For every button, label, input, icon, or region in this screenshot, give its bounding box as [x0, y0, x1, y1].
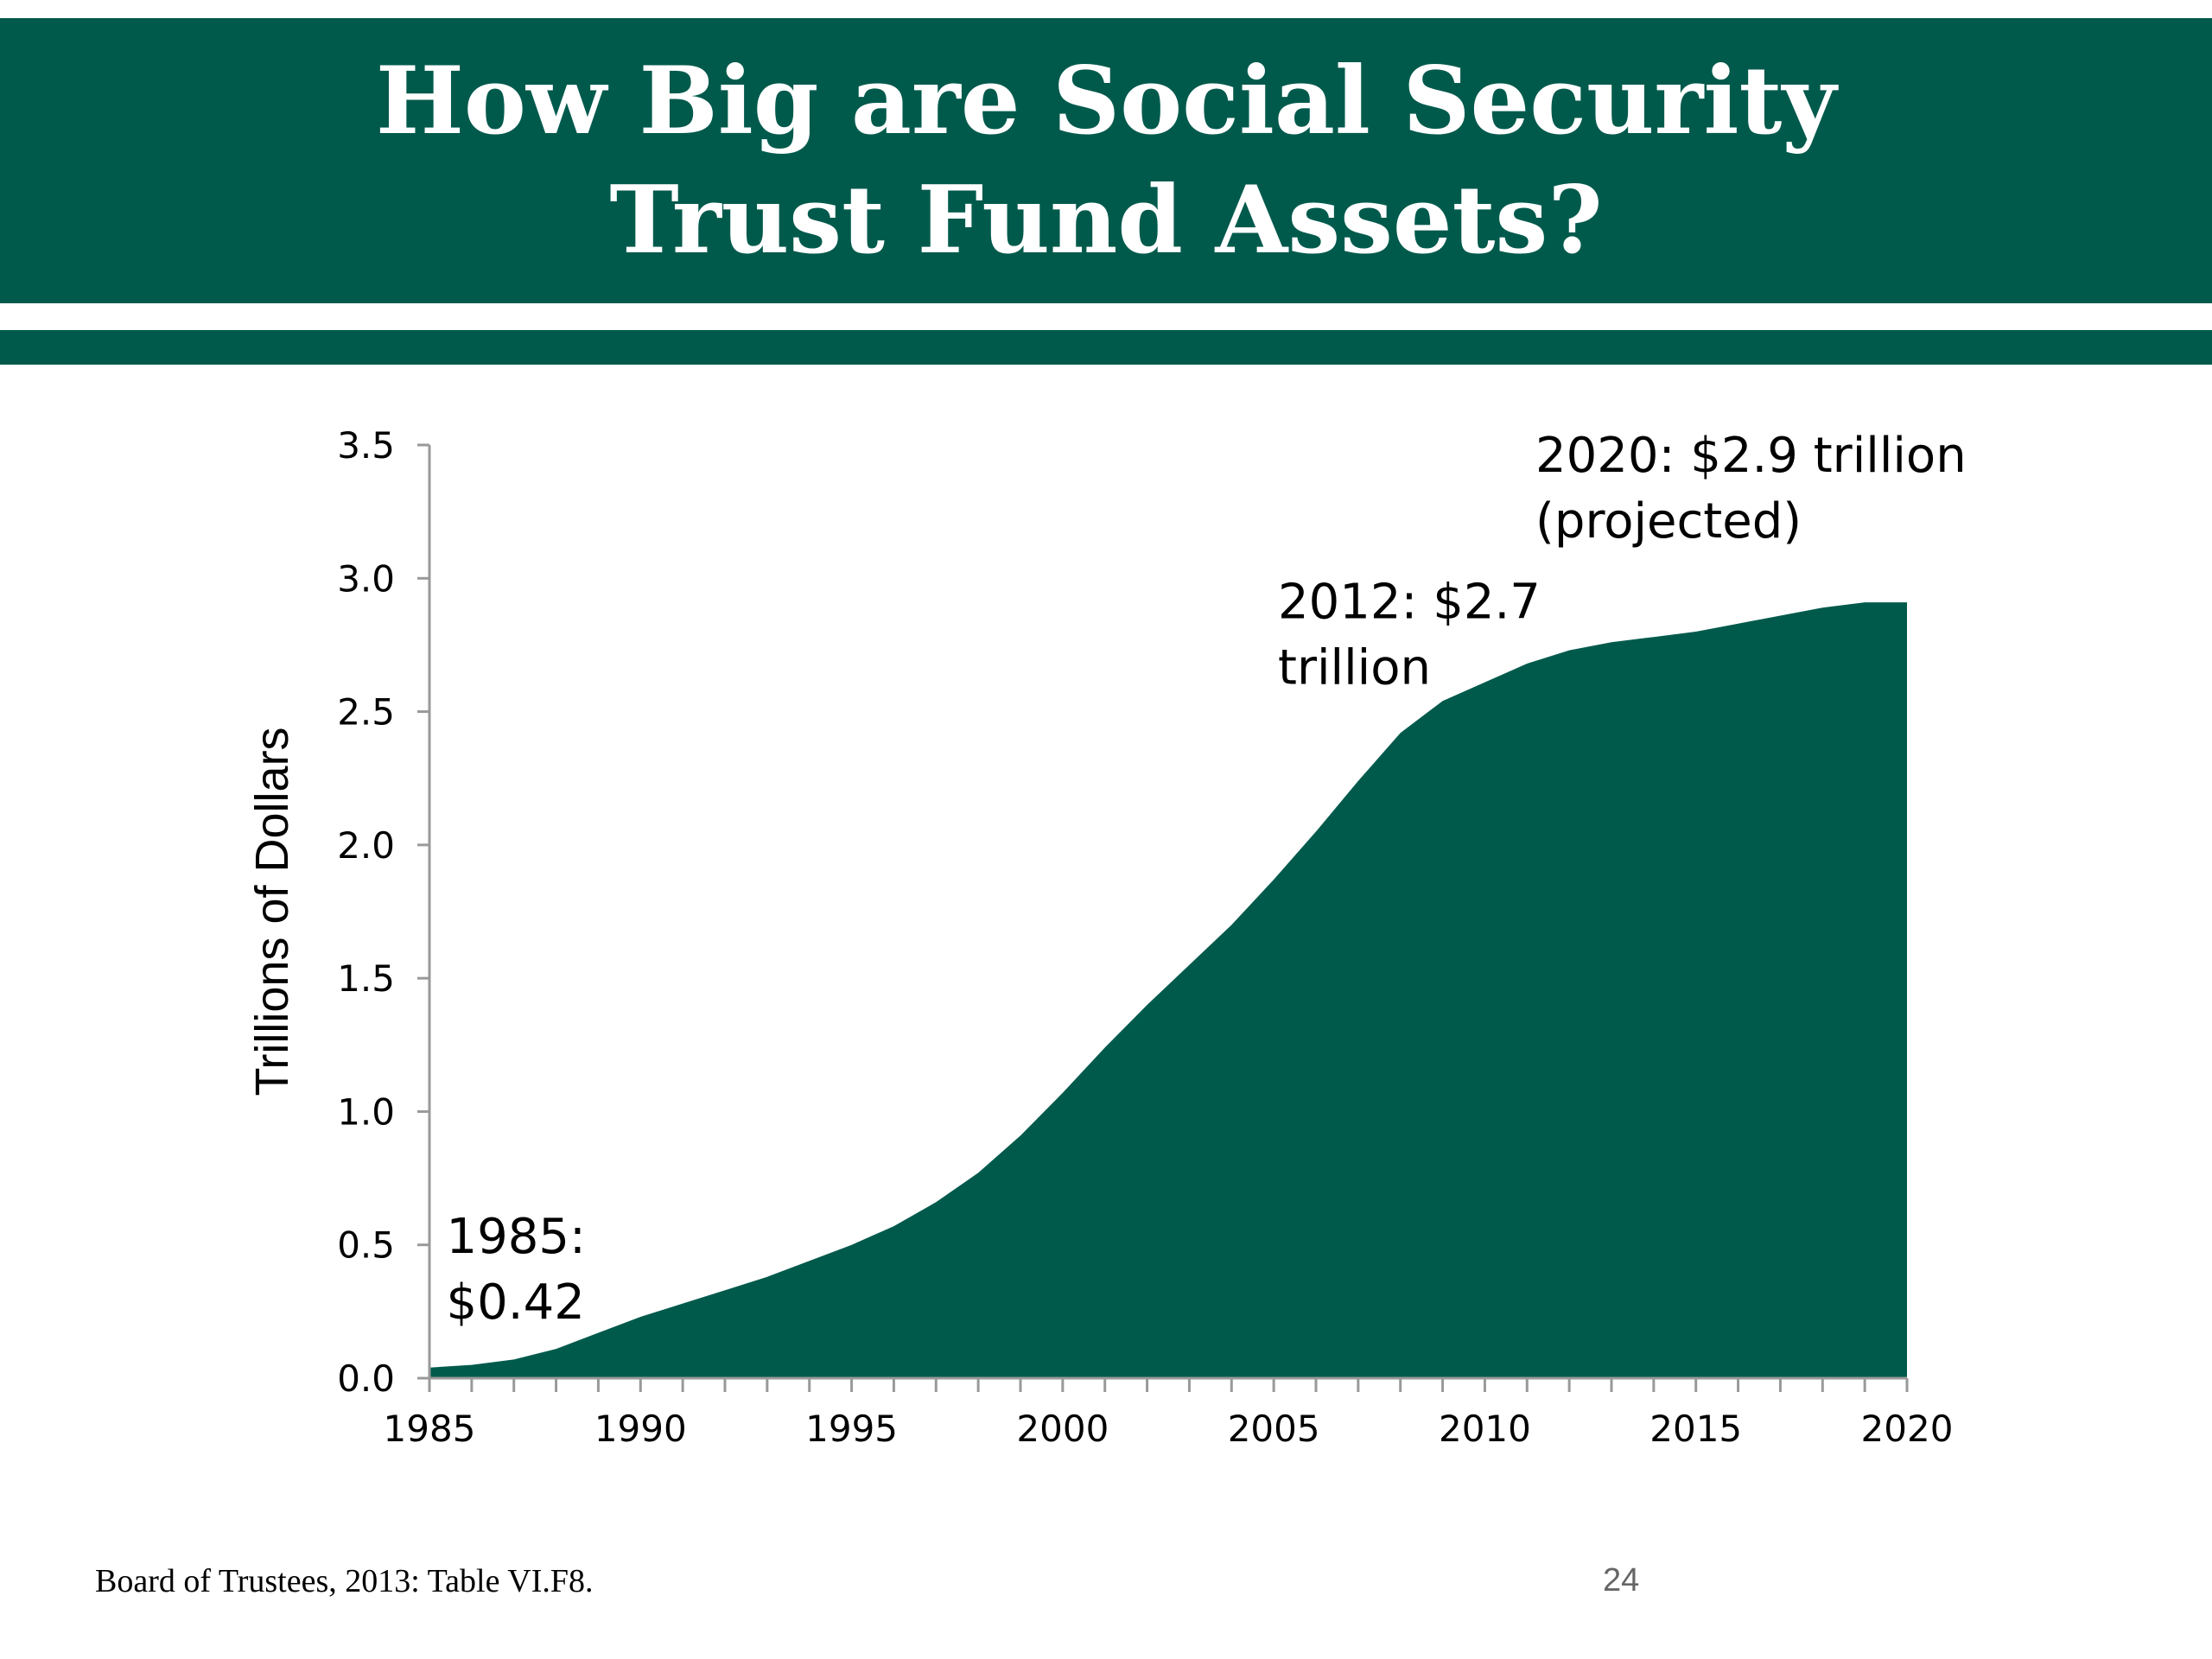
y-tick-label: 1.0 — [337, 1090, 395, 1133]
x-tick-label: 1995 — [805, 1408, 898, 1450]
title-stripe — [0, 330, 2212, 365]
page-number: 24 — [1603, 1562, 1640, 1599]
x-tick-label: 2000 — [1016, 1408, 1109, 1450]
annotation-3-line-1: 2020: $2.9 trillion — [1535, 428, 1967, 484]
annotation-2-line-1: 2012: $2.7 — [1278, 575, 1541, 631]
slide-title-line-2: Trust Fund Assets? — [609, 166, 1603, 275]
annotation-1-line-1: 1985: — [447, 1209, 586, 1265]
x-tick-label: 1985 — [384, 1408, 476, 1450]
y-tick-label: 0.0 — [337, 1357, 395, 1400]
y-tick-label: 2.5 — [337, 691, 395, 734]
slide-title-line-1: How Big are Social Security — [375, 47, 1837, 156]
x-tick-label: 2005 — [1228, 1408, 1320, 1450]
y-tick-label: 3.0 — [337, 557, 395, 600]
trust-fund-area — [429, 602, 1907, 1378]
x-tick-label: 2015 — [1649, 1408, 1742, 1450]
y-axis-title: Trillions of Dollars — [246, 727, 298, 1096]
annotation-3-line-2: (projected) — [1535, 493, 1802, 550]
x-tick-label: 2010 — [1439, 1408, 1531, 1450]
y-tick-label: 0.5 — [337, 1224, 395, 1267]
y-tick-label: 2.0 — [337, 824, 395, 867]
y-tick-label: 1.5 — [337, 957, 395, 1000]
x-tick-label: 2020 — [1861, 1408, 1954, 1450]
footer-source: Board of Trustees, 2013: Table VI.F8. — [95, 1563, 594, 1599]
x-tick-label: 1990 — [594, 1408, 687, 1450]
y-tick-label: 3.5 — [337, 424, 395, 467]
annotation-1-line-2: $0.42 — [447, 1274, 585, 1331]
title-band: How Big are Social Security Trust Fund A… — [0, 18, 2212, 303]
annotation-2-line-2: trillion — [1278, 640, 1431, 696]
